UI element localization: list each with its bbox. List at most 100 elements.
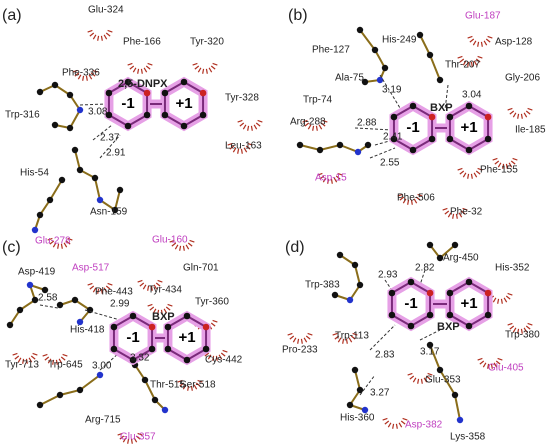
- subsite-label: +1: [460, 119, 477, 136]
- arc-spoke: [455, 213, 458, 219]
- side-chain: [134, 364, 166, 411]
- arc-spoke: [89, 32, 95, 37]
- arc-spoke: [187, 242, 193, 247]
- h-bond: [419, 269, 426, 286]
- arc-spoke: [103, 287, 108, 293]
- arc-spoke: [255, 122, 261, 127]
- arc-spoke: [412, 377, 417, 383]
- arc-spoke: [127, 62, 133, 66]
- arc-spoke: [510, 160, 516, 165]
- atom: [361, 78, 369, 86]
- ring-atom: [465, 102, 473, 110]
- arc-spoke: [87, 29, 93, 33]
- arc-spoke: [525, 325, 531, 330]
- arc-spoke: [150, 285, 153, 291]
- arc-spoke: [208, 67, 213, 73]
- arc-spoke: [337, 337, 342, 343]
- arc-spoke: [202, 68, 205, 74]
- arc-spoke: [292, 337, 297, 343]
- hydrophobic-arc: [117, 432, 143, 444]
- atom: [426, 51, 434, 59]
- atom: [356, 386, 364, 394]
- arc-spoke: [194, 65, 200, 70]
- arc-spoke: [97, 35, 100, 41]
- h-bond: [354, 127, 394, 131]
- arc-spoke: [215, 355, 218, 361]
- arc-spoke: [190, 385, 193, 391]
- residue-label: His-249: [382, 35, 417, 46]
- arc-spoke: [55, 359, 58, 365]
- arc-spoke: [237, 148, 240, 154]
- arc-spoke: [117, 432, 123, 436]
- ring-atom: [129, 312, 137, 320]
- arc-spoke: [423, 377, 428, 383]
- arc-spoke: [402, 198, 407, 204]
- arc-spoke: [160, 309, 163, 315]
- arc-spoke: [402, 417, 408, 421]
- arc-spoke: [497, 298, 500, 304]
- ring-atom: [148, 345, 156, 353]
- arc-spoke: [287, 332, 293, 336]
- arc-spoke: [62, 353, 68, 357]
- arc-spoke: [92, 287, 97, 293]
- ring-atom: [446, 113, 454, 121]
- distance-label: 3.32: [130, 353, 150, 364]
- arc-spoke: [337, 172, 343, 176]
- arc-spoke: [415, 196, 421, 201]
- residue-label: Arg-288: [290, 117, 326, 128]
- arc-spoke: [483, 40, 488, 46]
- arc-spoke: [497, 162, 502, 168]
- arc-spoke: [462, 207, 468, 211]
- ring-atom: [409, 146, 417, 154]
- arc-spoke: [63, 242, 68, 248]
- residue-label: Gly-206: [505, 73, 540, 84]
- arc-spoke: [30, 355, 36, 360]
- atom: [426, 341, 434, 349]
- arc-spoke: [318, 124, 323, 130]
- atom: [6, 321, 14, 329]
- residue-label: Trp-380: [505, 330, 540, 341]
- subsite-label: +1: [175, 95, 192, 112]
- ring-atom: [484, 135, 492, 143]
- subsite-label: +1: [460, 295, 477, 312]
- arc-spoke: [335, 175, 341, 180]
- ring-atom: [110, 345, 118, 353]
- atom: [56, 391, 64, 399]
- ring-atom: [484, 289, 492, 297]
- h-bond: [359, 374, 376, 396]
- arc-spoke: [480, 41, 483, 47]
- atom: [151, 396, 159, 404]
- ring-atom: [446, 135, 454, 143]
- arc-spoke: [210, 322, 216, 327]
- arc-spoke: [97, 288, 100, 294]
- arc-spoke: [352, 332, 358, 336]
- arc-spoke: [462, 172, 467, 178]
- arc-spoke: [409, 375, 415, 380]
- arc-spoke: [345, 338, 348, 344]
- arc-spoke: [500, 298, 503, 304]
- arc-spoke: [477, 167, 483, 171]
- ring-atom: [202, 345, 210, 353]
- side-chain: [9, 283, 46, 326]
- arc-spoke: [152, 308, 157, 314]
- arc-spoke: [302, 119, 308, 123]
- arc-spoke: [459, 170, 465, 175]
- arc-spoke: [147, 62, 153, 66]
- atom: [296, 141, 304, 149]
- arc-spoke: [457, 55, 463, 59]
- hydrophobic-arc: [12, 352, 38, 364]
- ring-atom: [105, 89, 113, 97]
- hydrophobic-arc: [127, 62, 153, 74]
- atom: [71, 146, 79, 154]
- arc-spoke: [122, 437, 127, 443]
- atom: [451, 391, 459, 399]
- residue-label: Thr-207: [445, 60, 480, 71]
- arc-spoke: [157, 279, 163, 283]
- residue-label: Thr-515: [150, 380, 185, 391]
- arc-spoke: [487, 363, 490, 369]
- hydrophobic-arc: [192, 62, 218, 74]
- atom: [364, 141, 372, 149]
- arc-spoke: [297, 338, 300, 344]
- ring-atom: [129, 356, 137, 364]
- arc-spoke: [103, 34, 108, 40]
